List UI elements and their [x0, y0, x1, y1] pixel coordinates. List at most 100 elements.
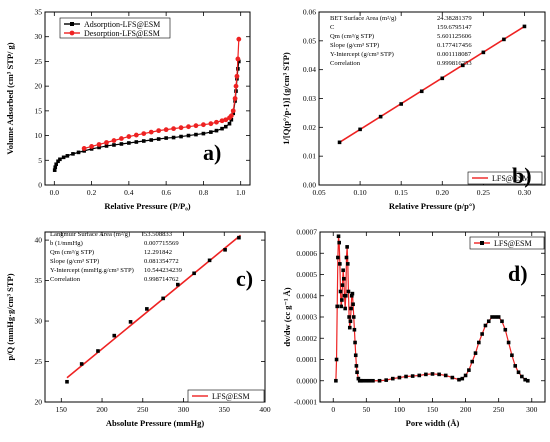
x-tick-label: 0.25 — [477, 188, 490, 197]
y-tick-label: 25 — [35, 57, 43, 66]
data-point — [235, 56, 241, 62]
data-point — [346, 289, 351, 294]
y-axis-label: Volume Adsorbed (cm³ STP/ g) — [5, 42, 15, 154]
x-tick-label: 50 — [363, 405, 371, 414]
info-value: 0.001118087 — [437, 51, 472, 58]
info-key: Correlation — [50, 276, 81, 283]
info-key: Correlation — [330, 60, 361, 67]
data-point — [145, 307, 149, 311]
data-point — [104, 140, 109, 145]
info-value: 0.998714762 — [144, 276, 179, 283]
data-point — [336, 255, 340, 260]
legend-label: Adsorption-LFS@ESM — [84, 20, 160, 29]
data-point — [227, 121, 232, 126]
legend-label: LFS@ESM — [492, 174, 530, 183]
data-point — [522, 24, 527, 29]
data-point — [65, 154, 70, 158]
data-point — [201, 131, 206, 136]
data-point — [500, 319, 504, 324]
data-point — [340, 283, 345, 287]
x-tick-label: 0.20 — [436, 188, 449, 197]
y-tick-label: 0.06 — [303, 8, 316, 17]
panel-label: d) — [508, 261, 528, 286]
data-point — [236, 36, 242, 42]
data-point — [54, 162, 58, 167]
panel-1: 0.0 0.2 0.4 0.6 0.8 1.0 0 5 10 15 20 25 30 35 Relative… — [5, 8, 251, 211]
y-axis-label: dv/dw (cc g⁻¹ Å) — [282, 287, 292, 346]
data-point — [337, 240, 341, 245]
data-point — [171, 135, 176, 140]
data-point — [493, 315, 498, 319]
x-tick-label: 250 — [137, 405, 149, 414]
info-value: 24.38281379 — [437, 15, 472, 22]
data-point — [219, 118, 225, 124]
x-tick-label: 150 — [56, 405, 68, 414]
info-value: 5.601125606 — [437, 33, 472, 40]
legend-label: LFS@ESM — [212, 392, 250, 401]
legend-box — [59, 17, 171, 39]
legend-marker — [69, 30, 75, 36]
data-point — [111, 138, 117, 143]
data-point — [397, 375, 402, 380]
info-value: 0.007715569 — [144, 240, 179, 247]
info-value: 0.081354772 — [144, 258, 179, 265]
y-tick-label: 20 — [35, 82, 43, 91]
legend-box — [187, 389, 265, 403]
info-value: 10.544234239 — [144, 267, 183, 274]
y-axis-label: p/Q (mmHg·g/cm³ STP) — [5, 273, 15, 360]
data-point — [148, 129, 154, 135]
panel-2: 0.05 0.10 0.15 0.20 0.25 0.30 0.00 0.01 0.02 0.03… — [281, 8, 546, 211]
data-point — [338, 262, 342, 266]
data-point — [347, 315, 351, 319]
panel-label: c) — [236, 266, 253, 291]
data-point — [481, 50, 486, 55]
data-point — [347, 325, 352, 330]
info-key: b (1/mmHg) — [50, 240, 83, 247]
data-point — [342, 276, 346, 281]
x-tick-label: 350 — [219, 405, 231, 414]
data-point — [76, 150, 81, 155]
data-point — [350, 291, 355, 296]
y-tick-label: 0.0000 — [296, 376, 317, 385]
data-point — [128, 320, 133, 324]
data-point — [207, 258, 212, 263]
data-point — [340, 298, 344, 302]
legend: LFS@ESM — [469, 236, 545, 250]
data-point — [503, 327, 508, 332]
data-point — [237, 59, 241, 64]
y-tick-label: 0.0002 — [296, 334, 317, 343]
data-point — [192, 271, 196, 276]
y-tick-label: 35 — [35, 276, 43, 285]
data-point — [61, 155, 66, 160]
y-tick-label: 0 — [38, 181, 42, 190]
data-point — [359, 378, 363, 383]
data-point — [351, 302, 355, 307]
data-point — [71, 152, 75, 156]
data-point — [337, 140, 342, 145]
legend-box — [467, 171, 543, 185]
data-point — [220, 126, 224, 131]
data-point — [193, 123, 199, 129]
y-tick-label: 0.0001 — [296, 355, 317, 364]
data-point — [470, 359, 475, 364]
data-point — [354, 364, 359, 368]
data-point — [520, 374, 524, 379]
x-tick-label: 400 — [259, 405, 271, 414]
x-tick-label: 0.8 — [199, 188, 209, 197]
data-point — [176, 282, 180, 287]
y-tick-label: 0.0005 — [296, 270, 317, 279]
fit-line — [66, 234, 242, 379]
data-point — [430, 372, 435, 376]
legend-box — [469, 236, 545, 250]
data-point — [399, 102, 403, 106]
data-point — [56, 159, 60, 164]
data-point — [81, 146, 87, 151]
data-point — [440, 76, 445, 81]
data-point — [356, 376, 361, 381]
data-point — [443, 373, 448, 378]
y-tick-label: 0.03 — [303, 94, 316, 103]
x-tick-label: 200 — [96, 405, 108, 414]
data-point — [223, 248, 227, 252]
data-point — [164, 136, 168, 140]
